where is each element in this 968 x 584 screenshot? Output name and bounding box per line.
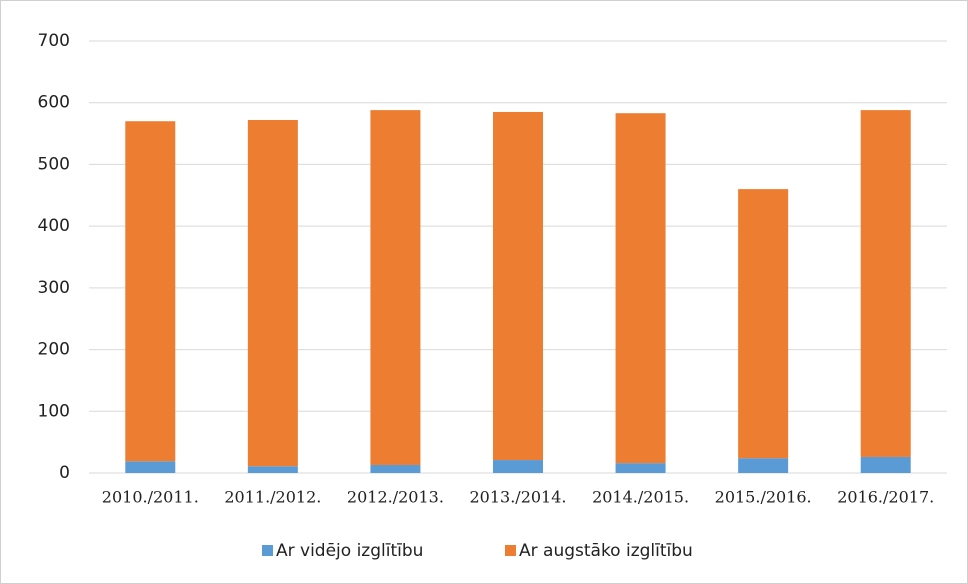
y-tick-label: 200	[38, 340, 70, 360]
x-tick-label: 2013./2014.	[470, 488, 567, 507]
x-tick-label: 2012./2013.	[347, 488, 444, 507]
y-tick-label: 300	[38, 278, 70, 298]
bar-segment	[370, 110, 421, 465]
y-tick-label: 0	[59, 463, 70, 483]
x-tick-label: 2010./2011.	[102, 488, 199, 507]
bar-segment	[738, 189, 789, 459]
x-tick-label: 2015./2016.	[715, 488, 812, 507]
bar-segment	[493, 111, 543, 461]
bar-segment	[615, 113, 666, 464]
bar-segment	[247, 466, 298, 473]
bar-segment	[738, 458, 789, 473]
y-tick-label: 600	[38, 93, 70, 113]
x-tick-label: 2014./2015.	[592, 488, 689, 507]
y-tick-label: 400	[38, 216, 70, 236]
bar-segment	[493, 460, 543, 473]
legend-swatch	[505, 545, 516, 556]
bar-segment	[860, 110, 911, 457]
bar-segment	[370, 464, 421, 473]
bar-segment	[860, 456, 911, 473]
bar-segment	[125, 121, 176, 462]
legend-label: Ar augstāko izglītību	[519, 541, 693, 561]
bar-segment	[125, 461, 176, 473]
y-tick-label: 700	[38, 31, 70, 51]
bar-segment	[247, 119, 298, 467]
legend-label: Ar vidējo izglītību	[276, 541, 423, 561]
bar-segment	[615, 463, 666, 473]
y-tick-label: 100	[38, 401, 70, 421]
legend-swatch	[262, 545, 273, 556]
x-tick-label: 2011./2012.	[224, 488, 321, 507]
y-tick-label: 500	[38, 154, 70, 174]
x-tick-label: 2016./2017.	[837, 488, 934, 507]
